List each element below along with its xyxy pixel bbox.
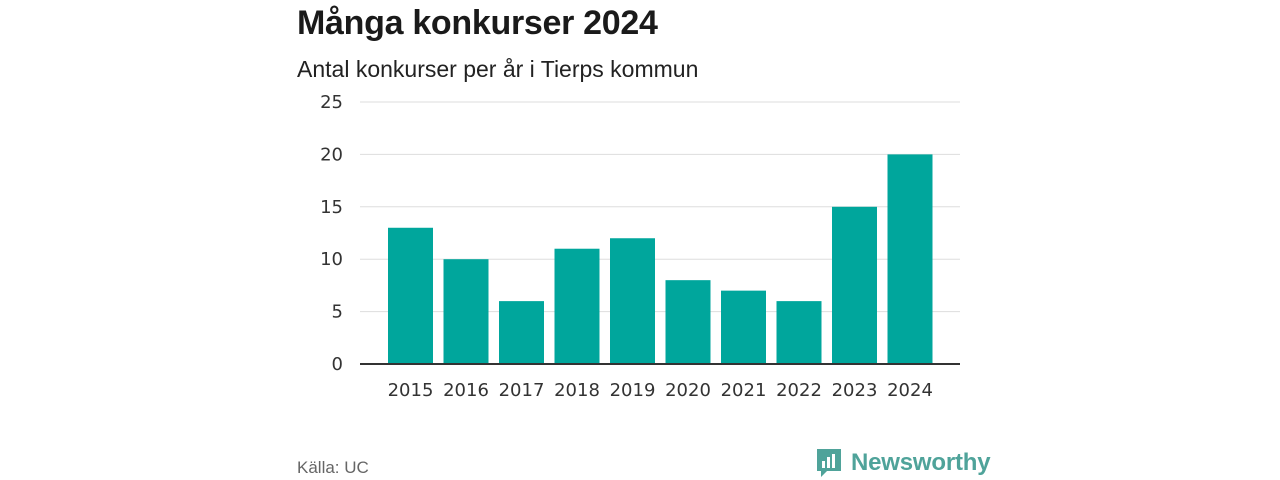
- bar-2017: [499, 301, 544, 364]
- bar-2024: [887, 154, 933, 364]
- bar-2021: [721, 290, 766, 364]
- x-tick-label: 2016: [443, 380, 489, 401]
- x-axis-ticks: 2015 2016 2017 2018 2019 2020 2021 2022 2023 2024: [388, 380, 933, 401]
- y-tick-label: 20: [320, 144, 343, 165]
- bars: [388, 154, 933, 364]
- y-tick-label: 10: [320, 249, 343, 270]
- chart-subtitle: Antal konkurser per år i Tierps kommun: [297, 56, 699, 82]
- bar-2018: [554, 248, 600, 364]
- bar-2022: [776, 301, 822, 364]
- x-tick-label: 2024: [887, 380, 933, 401]
- x-tick-label: 2018: [554, 380, 600, 401]
- chart-title: Många konkurser 2024: [297, 4, 658, 42]
- bar-2019: [610, 238, 655, 364]
- y-tick-label: 0: [332, 354, 343, 375]
- newsworthy-logo-icon: [817, 449, 841, 477]
- x-tick-label: 2021: [721, 380, 767, 401]
- x-tick-label: 2022: [776, 380, 822, 401]
- y-axis-ticks: 0 5 10 15 20 25: [320, 92, 343, 375]
- y-tick-label: 5: [332, 302, 343, 323]
- bar-2016: [443, 259, 489, 364]
- bar-2023: [832, 206, 877, 364]
- x-tick-label: 2020: [665, 380, 711, 401]
- x-tick-label: 2015: [388, 380, 434, 401]
- newsworthy-logo: Newsworthy: [815, 446, 991, 480]
- x-tick-label: 2023: [832, 380, 878, 401]
- y-tick-label: 15: [320, 197, 343, 218]
- x-tick-label: 2017: [499, 380, 545, 401]
- bar-2020: [665, 280, 711, 364]
- x-tick-label: 2019: [610, 380, 656, 401]
- source-note: Källa: UC: [297, 458, 369, 477]
- y-tick-label: 25: [320, 92, 343, 113]
- brand-name: Newsworthy: [851, 449, 991, 476]
- bar-2015: [388, 227, 433, 364]
